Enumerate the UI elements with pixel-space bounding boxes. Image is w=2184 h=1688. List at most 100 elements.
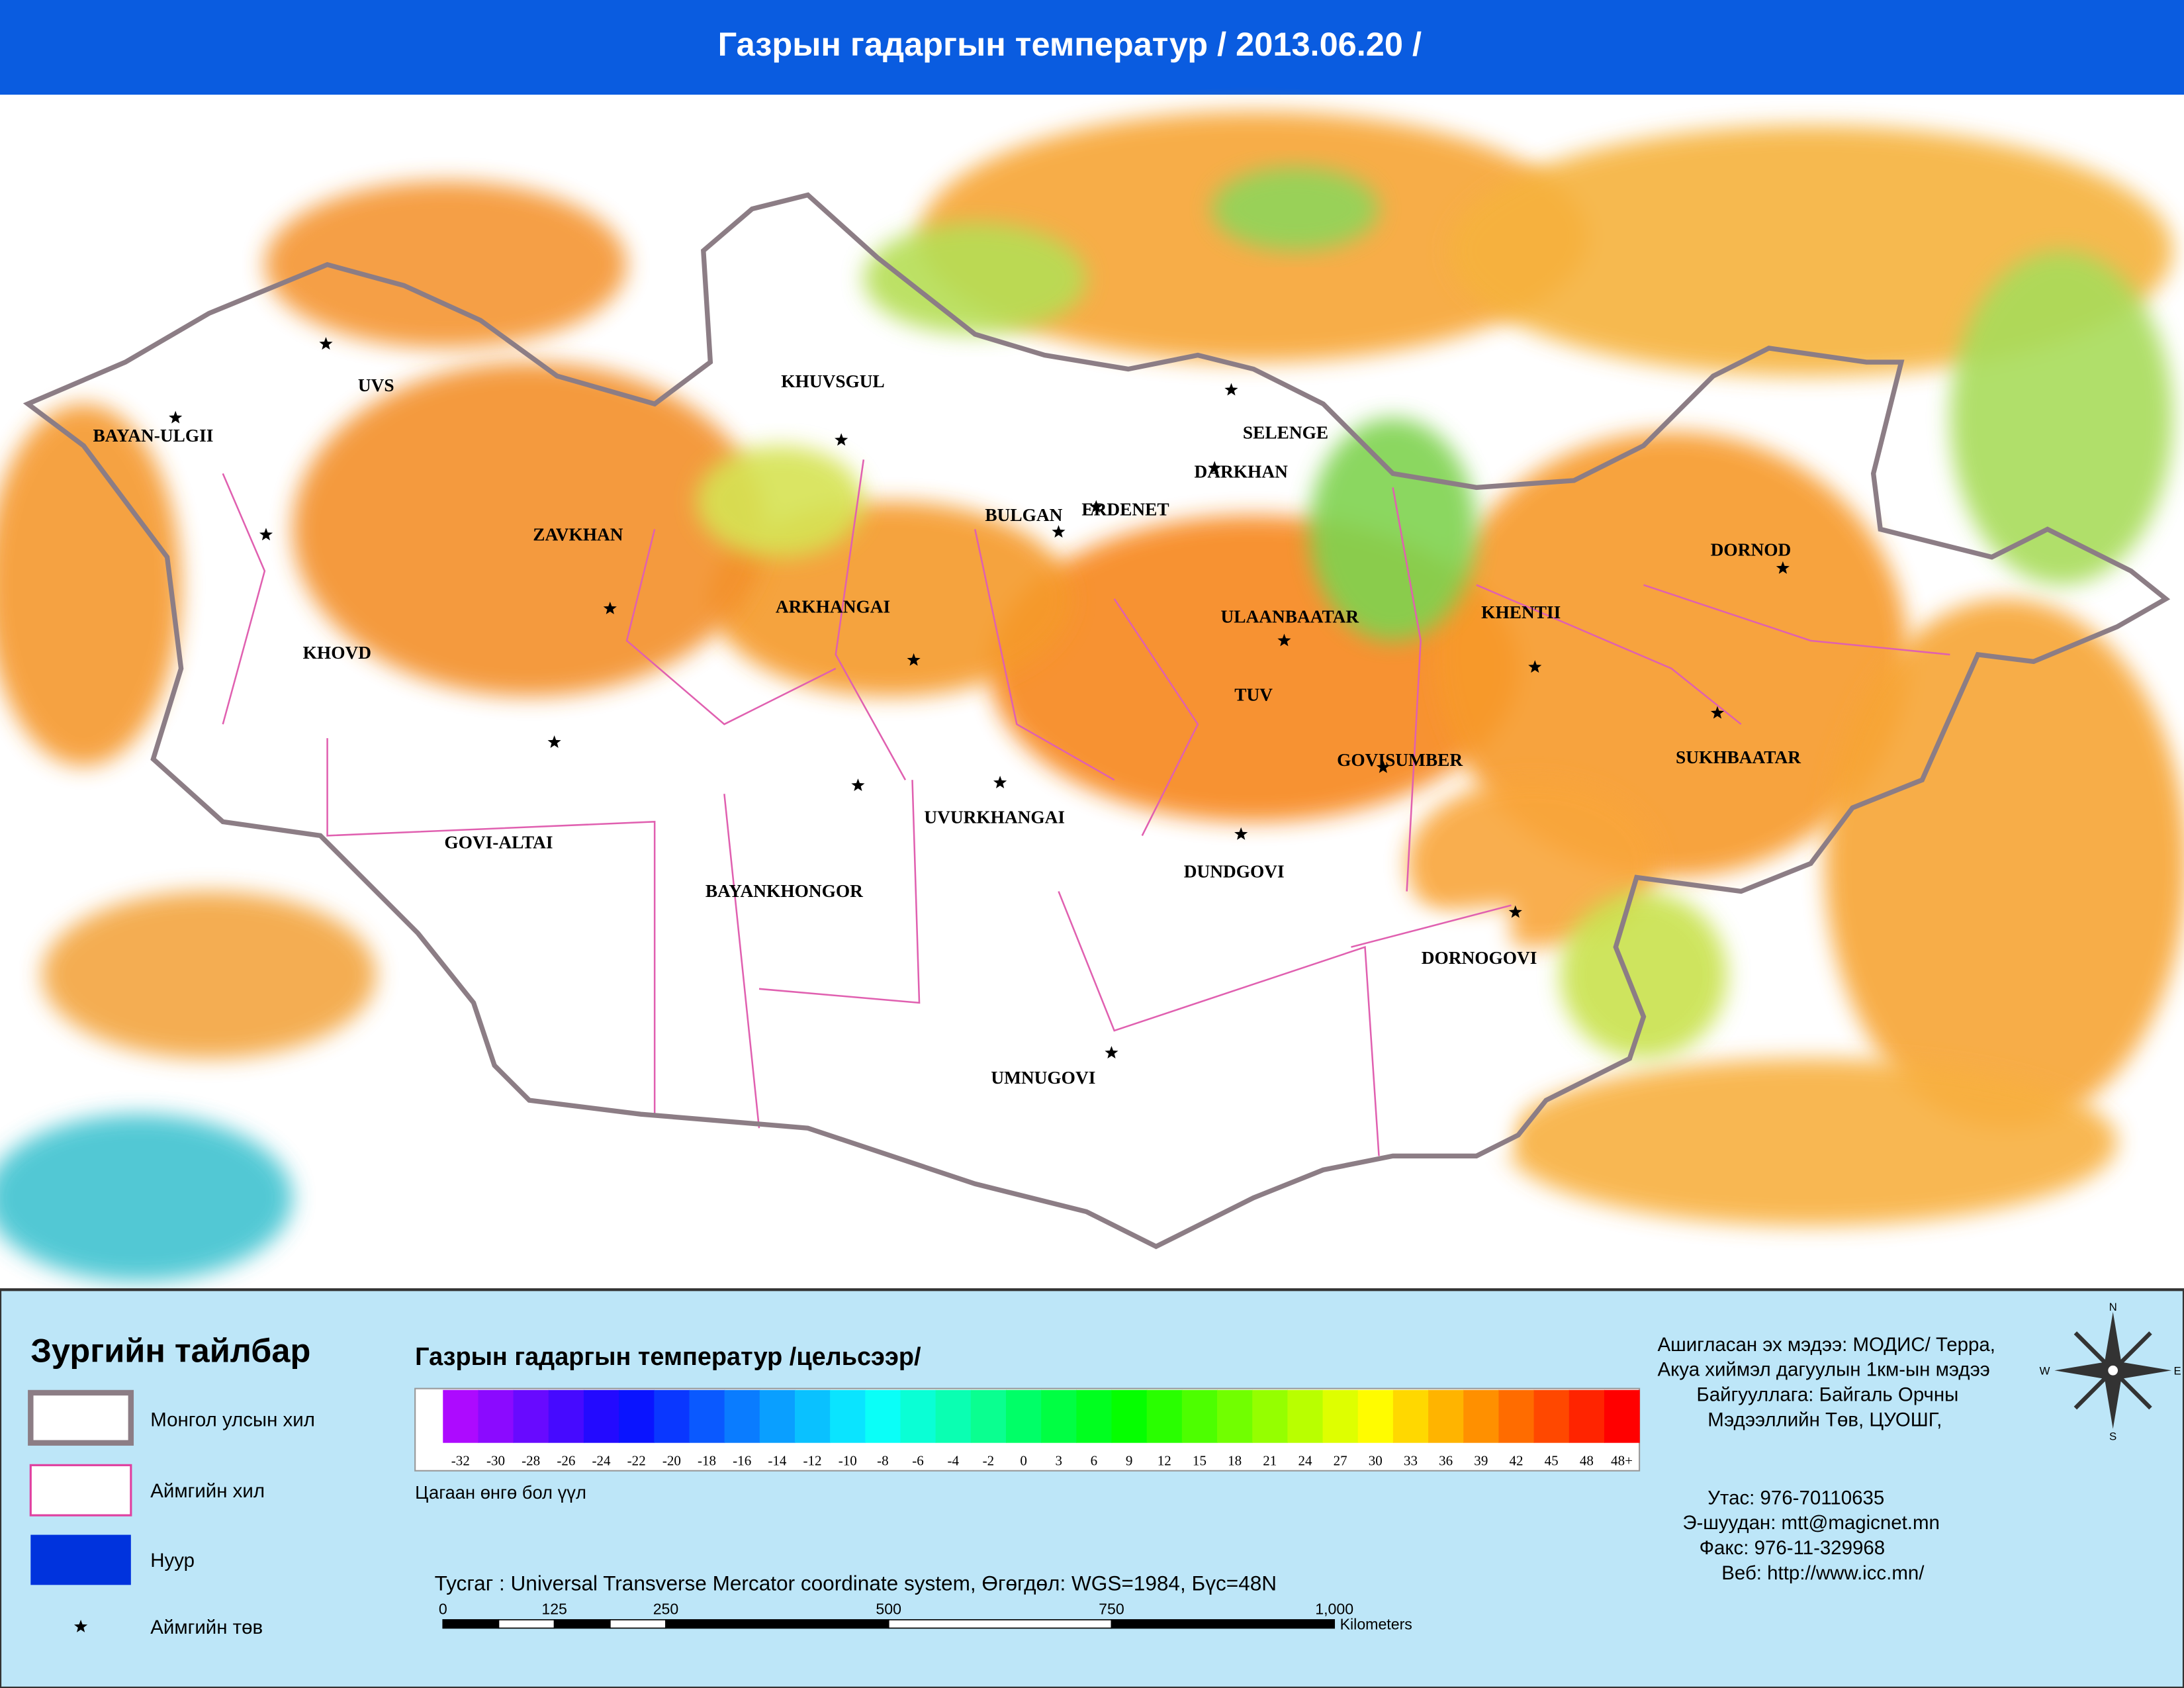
aimag-label: ULAANBAATAR	[1221, 606, 1359, 626]
colorbar-label: -28	[522, 1452, 540, 1468]
colorbar-label: 45	[1545, 1452, 1559, 1468]
colorbar-label: -30	[486, 1452, 505, 1468]
aimag-label: TUV	[1234, 684, 1273, 704]
temperature-area	[1560, 891, 1727, 1059]
colorbar-label: -32	[451, 1452, 470, 1468]
scale-label: 125	[541, 1600, 567, 1617]
scale-label: 250	[653, 1600, 679, 1617]
aimag-label: ARKHANGAI	[776, 597, 890, 617]
colorbar-cell	[583, 1389, 619, 1443]
compass-w: W	[2040, 1365, 2050, 1378]
aimag-center	[603, 601, 617, 614]
aimag-border	[222, 473, 266, 725]
temperature-area	[1211, 167, 1379, 251]
colorbar-cell	[443, 1389, 479, 1443]
legend-aimag-swatch	[29, 1464, 132, 1517]
aimag-center	[1234, 827, 1248, 840]
colorbar-label: 15	[1193, 1452, 1206, 1468]
aimag-center	[1105, 1046, 1118, 1059]
colorbar-cell	[900, 1389, 936, 1443]
temperature-area	[696, 445, 864, 557]
aimag-border	[1392, 487, 1422, 892]
colorbar-cell	[1569, 1389, 1605, 1443]
scale-segment	[442, 1619, 500, 1629]
colorbar-title: Газрын гадаргын температур /цельсээр/	[415, 1343, 921, 1371]
aimag-center	[1376, 760, 1390, 773]
colorbar-cell	[1322, 1389, 1359, 1443]
colorbar-cell	[724, 1389, 760, 1443]
aimag-label: UVURKHANGAI	[924, 807, 1065, 827]
aimag-label: BAYAN-ULGII	[93, 426, 214, 445]
aimag-label: GOVI-ALTAI	[444, 832, 553, 852]
colorbar-label: -14	[768, 1452, 787, 1468]
legend-border-swatch	[28, 1389, 134, 1446]
compass: N E S W	[2040, 1301, 2181, 1443]
scale-segment	[665, 1619, 889, 1629]
contact: Факс: 976-11-329968	[1700, 1537, 1886, 1559]
aimag-label: KHUVSGUL	[781, 371, 885, 391]
aimag-center	[1224, 383, 1238, 396]
colorbar-label: 33	[1404, 1452, 1418, 1468]
colorbar-cell	[513, 1389, 549, 1443]
country-border	[23, 192, 2171, 1250]
aimag-border	[1058, 891, 1380, 1156]
map: BAYAN-ULGII UVS KHUVSGUL ZAVKHAN KHOVD ARKHAN…	[0, 95, 2184, 1290]
scale-segment	[887, 1619, 1113, 1629]
compass-n: N	[2109, 1301, 2117, 1313]
contact: Э-шуудан: mtt@magicnet.mn	[1682, 1512, 1940, 1534]
aimag-border	[1351, 904, 1512, 948]
colorbar-label: 24	[1298, 1452, 1312, 1468]
temperature-area	[1825, 598, 2184, 1129]
colorbar-cell	[1604, 1389, 1640, 1443]
aimag-border	[326, 738, 656, 1115]
colorbar: -32 -30 -28 -26 -24 -22 -20 -18 -16 -14 -12 -10 -8 -6…	[443, 1389, 1640, 1468]
scale-label: 750	[1099, 1600, 1124, 1617]
scale-label: 1,000	[1315, 1600, 1353, 1617]
source-line: Мэдээллийн Төв, ЦУОШГ,	[1707, 1409, 1942, 1430]
colorbar-cell	[1041, 1389, 1077, 1443]
colorbar-cell	[935, 1389, 972, 1443]
aimag-center	[1277, 633, 1291, 647]
colorbar-cell	[759, 1389, 796, 1443]
aimag-label: GOVISUMBER	[1337, 750, 1463, 770]
aimag-center	[851, 778, 865, 792]
aimag-center	[259, 528, 273, 541]
temperature-area	[1309, 418, 1477, 641]
temperature-area	[264, 181, 627, 348]
aimag-center	[169, 410, 183, 424]
aimag-label: DARKHAN	[1195, 462, 1289, 482]
title: Газрын гадаргын температур / 2013.06.20 …	[718, 25, 1422, 63]
temperature-area	[42, 891, 377, 1059]
colorbar-label: 48+	[1611, 1452, 1633, 1468]
source-line: Ашигласан эх мэдээ: МОДИС/ Терра,	[1657, 1334, 1995, 1356]
scale-segment	[498, 1619, 555, 1629]
colorbar-cell	[1357, 1389, 1394, 1443]
colorbar-label: -8	[877, 1452, 889, 1468]
colorbar-label: 21	[1263, 1452, 1277, 1468]
aimag-center	[1508, 905, 1522, 918]
colorbar-cell	[1217, 1389, 1253, 1443]
projection: Тусгаг : Universal Transverse Mercator c…	[435, 1571, 1277, 1595]
colorbar-label: -16	[733, 1452, 751, 1468]
aimag-center	[319, 337, 333, 350]
aimag-center	[1710, 706, 1725, 719]
aimag-label: UVS	[358, 375, 394, 395]
colorbar-cell	[1498, 1389, 1535, 1443]
colorbar-cell	[1006, 1389, 1042, 1443]
colorbar-cell	[1252, 1389, 1289, 1443]
aimag-label: UMNUGOVI	[991, 1068, 1095, 1088]
colorbar-cell	[1428, 1389, 1464, 1443]
colorbar-label: 3	[1056, 1452, 1063, 1468]
aimag-center	[1208, 461, 1222, 474]
temperature-area	[1434, 432, 1909, 878]
aimag-label: KHENTII	[1481, 602, 1561, 622]
colorbar-label: -18	[698, 1452, 716, 1468]
aimag-center	[993, 775, 1007, 788]
compass-e: E	[2174, 1365, 2181, 1378]
aimag-center	[547, 735, 561, 748]
colorbar-label: 0	[1020, 1452, 1027, 1468]
scale-unit: Kilometers	[1340, 1616, 1412, 1633]
contact: Веб: http://www.icc.mn/	[1721, 1562, 1925, 1584]
colorbar-label: -12	[803, 1452, 822, 1468]
